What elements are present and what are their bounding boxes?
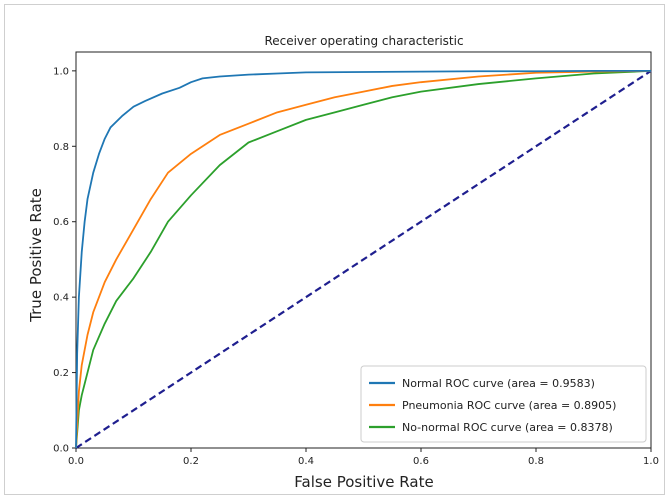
roc-series-pneumonia-line xyxy=(75,69,652,449)
y-axis-label: True Positive Rate xyxy=(27,188,45,323)
y-tick-label: 0.8 xyxy=(53,142,69,153)
roc-series-no-normal-line xyxy=(75,69,652,449)
legend-box xyxy=(360,365,647,443)
x-tick-label: 1.0 xyxy=(643,456,659,467)
x-tick-label: 0.2 xyxy=(183,456,199,467)
y-tick-label: 0.6 xyxy=(53,217,69,228)
y-tick-label: 0.4 xyxy=(53,293,69,304)
y-tick-label: 0.0 xyxy=(53,444,69,455)
plot-area-border xyxy=(75,51,652,449)
x-axis-label: False Positive Rate xyxy=(294,473,433,491)
x-tick-label: 0.6 xyxy=(413,456,429,467)
roc-chart: Receiver operating characteristic 0.0 0.2… xyxy=(27,34,659,491)
legend-label-pneumonia: Pneumonia ROC curve (area = 0.8905) xyxy=(402,399,616,412)
legend-label-no-normal: No-normal ROC curve (area = 0.8378) xyxy=(402,421,613,434)
reference-diagonal-line xyxy=(75,69,652,449)
y-tick-label: 0.2 xyxy=(53,368,69,379)
legend-label-normal: Normal ROC curve (area = 0.9583) xyxy=(402,377,595,390)
y-tick-label: 1.0 xyxy=(53,66,69,77)
roc-series-normal-line xyxy=(75,69,651,449)
x-tick-label: 0.8 xyxy=(528,456,544,467)
x-tick-label: 0.4 xyxy=(298,456,314,467)
x-tick-label: 0.0 xyxy=(68,456,84,467)
chart-title: Receiver operating characteristic xyxy=(264,34,463,48)
chart-frame: Receiver operating characteristic 0.0 0.2… xyxy=(4,4,665,495)
